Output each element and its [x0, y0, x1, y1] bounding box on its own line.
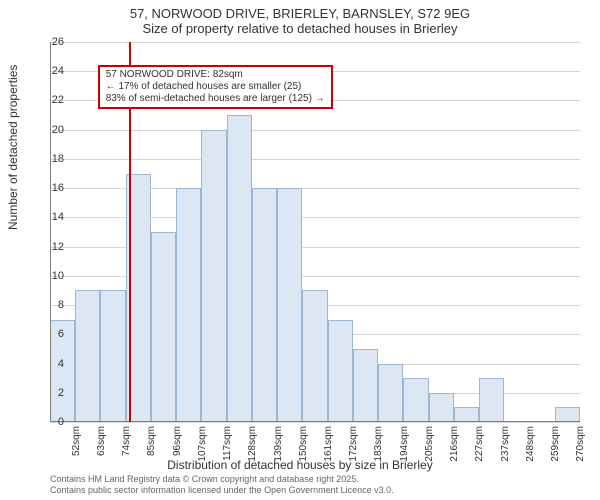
x-tick-label: 248sqm — [525, 426, 536, 466]
x-tick-label: 96sqm — [172, 426, 183, 466]
histogram-bar — [151, 232, 176, 422]
histogram-bar — [555, 407, 580, 422]
x-tick-label: 161sqm — [323, 426, 334, 466]
callout-line1: 57 NORWOOD DRIVE: 82sqm — [106, 69, 325, 81]
chart-title-main: 57, NORWOOD DRIVE, BRIERLEY, BARNSLEY, S… — [0, 0, 600, 21]
y-tick-label: 20 — [52, 124, 64, 136]
histogram-bar — [479, 378, 504, 422]
x-tick-label: 117sqm — [222, 426, 233, 466]
x-tick-label: 216sqm — [449, 426, 460, 466]
y-tick-label: 4 — [58, 358, 64, 370]
histogram-bar — [252, 188, 277, 422]
y-tick-label: 12 — [52, 241, 64, 253]
y-tick-label: 24 — [52, 65, 64, 77]
histogram-bar — [100, 290, 125, 422]
y-tick-label: 16 — [52, 182, 64, 194]
histogram-bar — [277, 188, 302, 422]
y-axis-label: Number of detached properties — [6, 65, 20, 230]
x-tick-label: 227sqm — [474, 426, 485, 466]
chart-container: 57, NORWOOD DRIVE, BRIERLEY, BARNSLEY, S… — [0, 0, 600, 500]
x-tick-label: 194sqm — [399, 426, 410, 466]
x-tick-label: 270sqm — [575, 426, 586, 466]
histogram-bar — [176, 188, 201, 422]
footer-line1: Contains HM Land Registry data © Crown c… — [50, 474, 394, 485]
histogram-bar — [227, 115, 252, 422]
footer-attribution: Contains HM Land Registry data © Crown c… — [50, 474, 394, 496]
x-tick-label: 205sqm — [424, 426, 435, 466]
y-tick-label: 8 — [58, 299, 64, 311]
chart-title-sub: Size of property relative to detached ho… — [0, 21, 600, 40]
x-tick-label: 74sqm — [121, 426, 132, 466]
histogram-bar — [302, 290, 327, 422]
histogram-bar — [328, 320, 353, 422]
x-tick-label: 139sqm — [273, 426, 284, 466]
x-tick-label: 63sqm — [96, 426, 107, 466]
callout-line3: 83% of semi-detached houses are larger (… — [106, 93, 325, 105]
histogram-bar — [403, 378, 428, 422]
x-tick-label: 183sqm — [373, 426, 384, 466]
histogram-bar — [378, 364, 403, 422]
x-tick-label: 150sqm — [298, 426, 309, 466]
y-tick-label: 10 — [52, 270, 64, 282]
y-tick-label: 26 — [52, 36, 64, 48]
histogram-bar — [201, 130, 226, 422]
x-tick-label: 52sqm — [71, 426, 82, 466]
histogram-bar — [429, 393, 454, 422]
y-tick-label: 6 — [58, 328, 64, 340]
callout-box: 57 NORWOOD DRIVE: 82sqm← 17% of detached… — [98, 65, 333, 109]
plot-area: 57 NORWOOD DRIVE: 82sqm← 17% of detached… — [50, 42, 580, 422]
x-tick-label: 85sqm — [146, 426, 157, 466]
histogram-bar — [75, 290, 100, 422]
x-tick-label: 172sqm — [348, 426, 359, 466]
histogram-bar — [353, 349, 378, 422]
gridline — [50, 422, 580, 423]
callout-line2: ← 17% of detached houses are smaller (25… — [106, 81, 325, 93]
y-tick-label: 22 — [52, 94, 64, 106]
y-tick-label: 18 — [52, 153, 64, 165]
x-tick-label: 237sqm — [500, 426, 511, 466]
footer-line2: Contains public sector information licen… — [50, 485, 394, 496]
x-tick-label: 259sqm — [550, 426, 561, 466]
y-tick-label: 2 — [58, 387, 64, 399]
x-tick-label: 107sqm — [197, 426, 208, 466]
x-tick-label: 128sqm — [247, 426, 258, 466]
histogram-bar — [454, 407, 479, 422]
y-tick-label: 0 — [58, 416, 64, 428]
y-tick-label: 14 — [52, 211, 64, 223]
